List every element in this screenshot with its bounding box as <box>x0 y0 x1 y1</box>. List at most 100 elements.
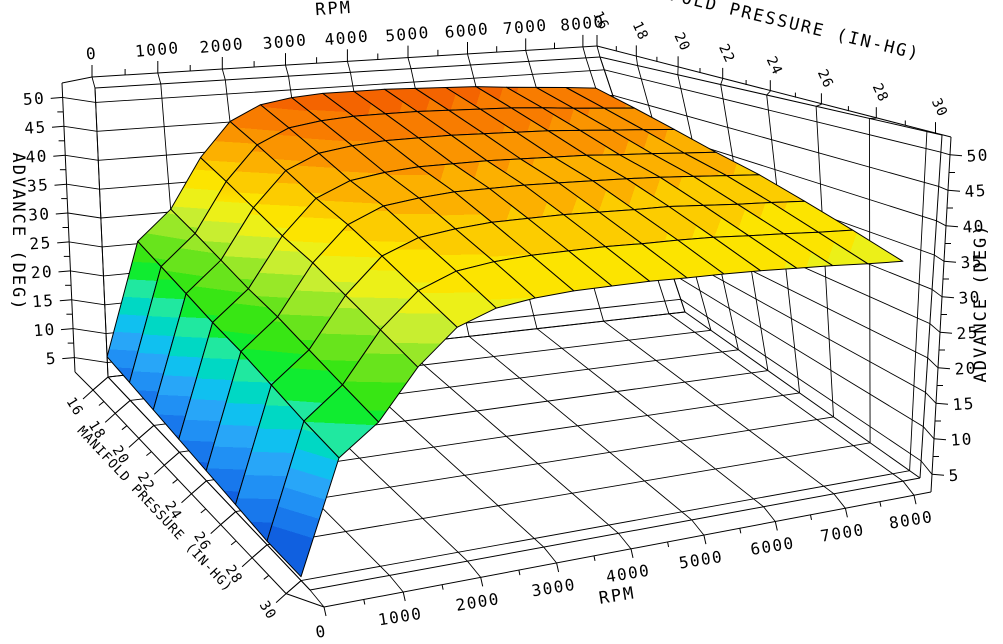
advance-left-major-tick <box>51 125 65 128</box>
map-bottom-axis-step <box>92 376 109 391</box>
rpm-bottom-minor-tick <box>739 528 742 534</box>
map-bottom-axis-step <box>191 480 207 495</box>
rpm-bottom-tick-label: 6000 <box>749 533 796 559</box>
rpm-bottom-minor-tick <box>667 541 670 548</box>
axis-corner-connector <box>285 593 325 608</box>
advance-left-major-tick <box>57 241 70 244</box>
advance-right-tick-label: 30 <box>958 287 982 308</box>
map-bottom-minor-tick <box>263 574 270 580</box>
box-edge <box>94 87 109 378</box>
surface-mesh <box>106 86 904 578</box>
map-bottom-axis-step <box>220 511 237 525</box>
advance-left-tick-label: 20 <box>30 262 54 283</box>
rpm-bottom-axis-title: RPM <box>598 583 637 608</box>
advance-left-tick-label: 5 <box>45 349 57 369</box>
map-bottom-major-tick <box>153 464 165 475</box>
map-top-tick-label: 18 <box>629 19 651 43</box>
advance-right-tick-label: 20 <box>954 358 978 379</box>
rpm-top-axis-title: RPM <box>315 0 353 20</box>
rpm-top-tick-label: 7000 <box>502 15 548 38</box>
advance-right-tick-label: 35 <box>960 252 984 273</box>
map-top-tick-label: 16 <box>589 9 611 33</box>
map-top-tick-label: 20 <box>670 30 692 54</box>
rpm-bottom-major-tick <box>480 577 484 587</box>
map-bottom-minor-tick <box>200 508 207 514</box>
advance-right-tick-label: 5 <box>948 466 960 486</box>
map-top-tick-label: 26 <box>814 67 836 91</box>
advance-left-major-tick <box>60 328 74 331</box>
advance-right-axis-title: ADVANCE (DEG) <box>971 223 991 382</box>
rpm-bottom-minor-tick <box>879 501 882 507</box>
floor-rpm-gridline <box>603 320 846 509</box>
box-edge <box>599 56 943 136</box>
rpm-bottom-minor-tick <box>593 555 596 561</box>
advance-right-major-tick <box>941 296 955 299</box>
rpm-top-tick-label: 8000 <box>559 12 605 35</box>
advance-left-tick-label: 10 <box>33 320 57 341</box>
map-bottom-axis-line <box>92 389 287 594</box>
rpm-bottom-tick-label: 3000 <box>530 575 577 601</box>
map-bottom-major-tick <box>181 493 192 504</box>
rpm-top-tick-label: 0 <box>85 44 98 64</box>
advance-left-tick-label: 15 <box>31 291 55 312</box>
advance-right-tick-label: 15 <box>952 394 976 415</box>
map-bottom-axis-step <box>114 400 131 414</box>
map-top-tick-label: 22 <box>715 42 737 66</box>
advance-left-tick-label: 40 <box>25 146 49 167</box>
advance-left-axis-title: ADVANCE (DEG) <box>8 152 28 311</box>
advance-left-tick-label: 45 <box>24 117 48 138</box>
rpm-bottom-major-tick <box>844 508 848 518</box>
box-edge <box>919 134 943 479</box>
advance-right-major-tick <box>937 367 951 370</box>
advance-left-major-tick <box>58 270 71 273</box>
rpm-bottom-major-tick <box>630 548 634 559</box>
surface-quad <box>266 420 340 578</box>
advance-left-tick-label: 35 <box>26 175 50 196</box>
map-top-axis-title: MANIFOLD PRESSURE (IN-HG) <box>620 0 922 65</box>
advance-right-tick-label: 25 <box>956 323 980 344</box>
advance-right-major-tick <box>931 473 945 476</box>
advance-right-tick-label: 50 <box>966 145 990 166</box>
advance-left-tick-label: 25 <box>29 233 53 254</box>
map-bottom-major-tick <box>82 389 94 400</box>
rpm-bottom-major-tick <box>402 591 406 602</box>
rpm-bottom-tick-label: 1000 <box>377 604 424 630</box>
rpm-bottom-major-tick <box>774 521 778 531</box>
rpm-top-tick-label: 6000 <box>444 19 490 42</box>
map-top-tick-label: 30 <box>928 96 950 120</box>
floor-rpm-gridline <box>668 313 915 496</box>
advance-right-major-tick <box>945 225 959 228</box>
advance-right-tick-label: 40 <box>962 216 986 237</box>
advance-left-major-tick <box>55 212 68 215</box>
map-bottom-major-tick <box>275 593 287 603</box>
advance-left-major-tick <box>50 96 63 99</box>
map-bottom-axis-step <box>163 451 180 466</box>
map-bottom-axis-step <box>251 544 268 559</box>
advance-right-major-tick <box>947 189 961 192</box>
advance-left-tick-label: 50 <box>22 88 46 109</box>
advance-right-major-tick <box>949 154 963 157</box>
rpm-bottom-major-tick <box>913 495 917 505</box>
advance-right-major-tick <box>935 402 949 405</box>
map-bottom-major-tick <box>104 413 116 423</box>
rpm-bottom-major-tick <box>703 534 707 545</box>
rpm-bottom-minor-tick <box>441 584 444 590</box>
map-bottom-minor-tick <box>146 451 152 456</box>
advance-left-tick-label: 30 <box>28 204 52 225</box>
map-bottom-major-tick <box>210 524 222 534</box>
rpm-bottom-major-tick <box>556 562 560 573</box>
advance-left-major-tick <box>62 357 75 360</box>
rightwall-adv-gridline <box>680 298 933 475</box>
map-bottom-axis-step <box>285 580 302 594</box>
axes-and-ticks <box>50 34 963 617</box>
map-top-axis-line <box>596 45 952 138</box>
map-top-tick-label: 24 <box>763 54 785 78</box>
map-bottom-minor-tick <box>172 478 178 484</box>
advance-right-major-tick <box>939 331 953 334</box>
advance-right-major-tick <box>933 438 947 441</box>
rpm-top-tick-label: 4000 <box>324 26 370 49</box>
axis-corner-connector <box>74 371 94 391</box>
box-edge <box>94 56 601 89</box>
